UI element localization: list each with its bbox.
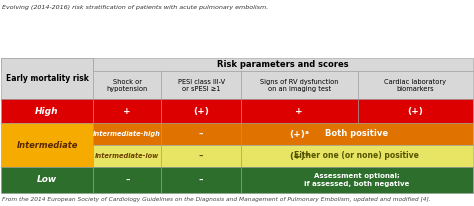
Bar xyxy=(1,58,93,99)
Bar xyxy=(358,99,473,123)
Bar xyxy=(93,58,473,71)
Text: +: + xyxy=(123,107,131,116)
Bar xyxy=(93,71,162,99)
Bar xyxy=(241,145,473,167)
Text: –: – xyxy=(199,176,203,185)
Bar xyxy=(1,123,93,167)
Text: Both positive: Both positive xyxy=(325,130,389,138)
Text: Assessment optional;
if assessed, both negative: Assessment optional; if assessed, both n… xyxy=(304,173,410,187)
Text: (+)ᵃ: (+)ᵃ xyxy=(289,151,310,160)
Bar xyxy=(162,167,241,193)
Bar xyxy=(241,167,473,193)
Bar xyxy=(93,145,162,167)
Bar xyxy=(241,145,358,167)
Text: Early mortality risk: Early mortality risk xyxy=(6,74,89,83)
Bar xyxy=(241,123,358,145)
Text: Evolving (2014-2016) risk stratification of patients with acute pulmonary emboli: Evolving (2014-2016) risk stratification… xyxy=(2,5,268,9)
Text: Intermediate-high: Intermediate-high xyxy=(93,131,161,137)
Bar xyxy=(358,71,473,99)
Bar xyxy=(162,99,241,123)
Text: Intermediate-low: Intermediate-low xyxy=(95,153,159,159)
Text: (+): (+) xyxy=(193,107,209,116)
Text: Cardiac laboratory
biomarkers: Cardiac laboratory biomarkers xyxy=(384,78,447,91)
Text: Shock or
hypotension: Shock or hypotension xyxy=(107,78,148,91)
Text: Signs of RV dysfunction
on an imaging test: Signs of RV dysfunction on an imaging te… xyxy=(260,78,338,91)
Bar xyxy=(93,99,162,123)
Text: +: + xyxy=(295,107,303,116)
Bar xyxy=(93,167,162,193)
Text: (+): (+) xyxy=(408,107,423,116)
Text: –: – xyxy=(199,130,203,138)
Bar xyxy=(241,99,358,123)
Bar xyxy=(1,99,93,123)
Bar xyxy=(162,71,241,99)
Text: (+)ᵃ: (+)ᵃ xyxy=(289,130,310,138)
Bar xyxy=(162,123,241,145)
Bar xyxy=(241,71,358,99)
Text: Intermediate: Intermediate xyxy=(16,140,78,150)
Text: Risk parameters and scores: Risk parameters and scores xyxy=(217,60,349,69)
Bar xyxy=(93,123,162,145)
Bar xyxy=(1,167,93,193)
Text: Either one (or none) positive: Either one (or none) positive xyxy=(294,151,419,160)
Bar xyxy=(1,58,93,71)
Text: From the 2014 European Society of Cardiology Guidelines on the Diagnosis and Man: From the 2014 European Society of Cardio… xyxy=(2,197,430,202)
Text: High: High xyxy=(35,107,59,116)
Text: Low: Low xyxy=(37,176,57,185)
Text: –: – xyxy=(199,151,203,160)
Bar xyxy=(241,123,473,145)
Text: PESI class III-V
or sPESI ≥1: PESI class III-V or sPESI ≥1 xyxy=(178,78,225,91)
Text: –: – xyxy=(125,176,129,185)
Bar xyxy=(162,145,241,167)
